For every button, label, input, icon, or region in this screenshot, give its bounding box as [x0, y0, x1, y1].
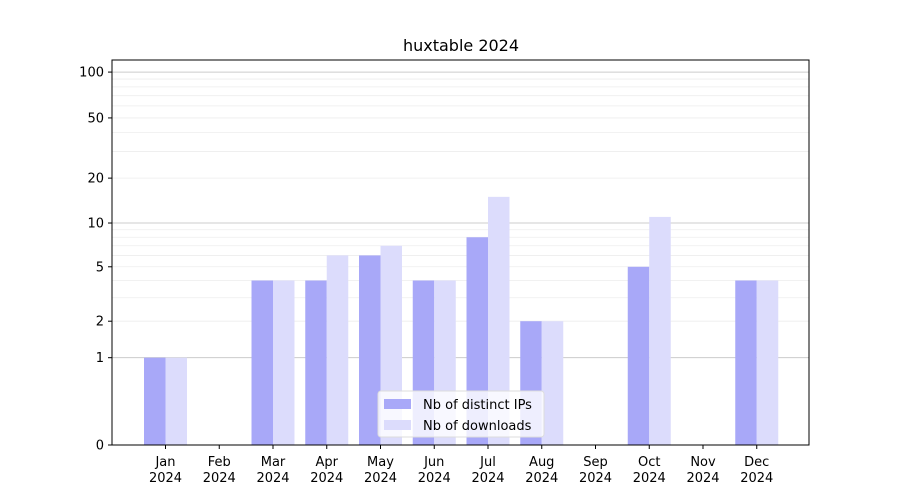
legend-box: [377, 390, 545, 438]
legend: Nb of distinct IPs Nb of downloads: [377, 390, 545, 438]
x-tick-label: Nov 2024: [686, 455, 719, 486]
legend-swatch: [384, 399, 411, 409]
x-axis: Jan 2024 Feb 2024 Mar 2024 Apr 2024 May 2024 Jun 20…: [149, 445, 773, 486]
y-axis: 0 1 2 5 10 20 50 100: [79, 66, 112, 454]
x-tick-label: Oct 2024: [633, 455, 666, 486]
x-tick-label: Dec 2024: [740, 455, 773, 486]
x-tick-label: Mar 2024: [256, 455, 289, 486]
bar-downloads: [273, 280, 295, 445]
y-tick-label: 100: [79, 66, 104, 81]
x-tick-label: Aug 2024: [525, 455, 558, 486]
bar-downloads: [541, 321, 564, 445]
bar-downloads: [488, 196, 510, 445]
bar-downloads: [326, 255, 349, 445]
x-tick-label: Apr 2024: [310, 455, 343, 486]
legend-label: Nb of distinct IPs: [423, 398, 532, 413]
legend-label: Nb of downloads: [423, 419, 532, 434]
y-tick-label: 1: [96, 351, 104, 366]
y-tick-label: 2: [96, 315, 104, 330]
x-tick-label: May 2024: [364, 455, 397, 486]
bar-distinct-ips: [359, 255, 381, 445]
bar-distinct-ips: [735, 280, 757, 445]
grid-layer: [112, 71, 809, 359]
x-tick-label: Jun 2024: [418, 455, 451, 486]
bar-downloads: [756, 280, 779, 445]
x-tick-label: Jan 2024: [149, 455, 182, 486]
bar-distinct-ips: [251, 280, 273, 445]
bar-distinct-ips: [305, 280, 327, 445]
y-tick-label: 5: [96, 260, 104, 275]
y-tick-label: 10: [87, 217, 104, 232]
bar-downloads: [649, 216, 671, 445]
x-tick-label: Jul 2024: [471, 455, 504, 486]
bar-distinct-ips: [627, 266, 650, 445]
x-tick-label: Sep 2024: [579, 455, 612, 486]
x-tick-label: Feb 2024: [203, 455, 236, 486]
y-tick-label: 0: [96, 439, 104, 454]
bar-distinct-ips: [144, 357, 166, 445]
y-tick-label: 50: [87, 111, 104, 126]
bars-layer: [144, 196, 779, 445]
chart-title: huxtable 2024: [403, 36, 519, 55]
y-tick-label: 20: [87, 172, 104, 187]
bar-downloads: [165, 357, 187, 445]
plot-frame: [111, 59, 810, 446]
legend-swatch: [384, 420, 411, 430]
